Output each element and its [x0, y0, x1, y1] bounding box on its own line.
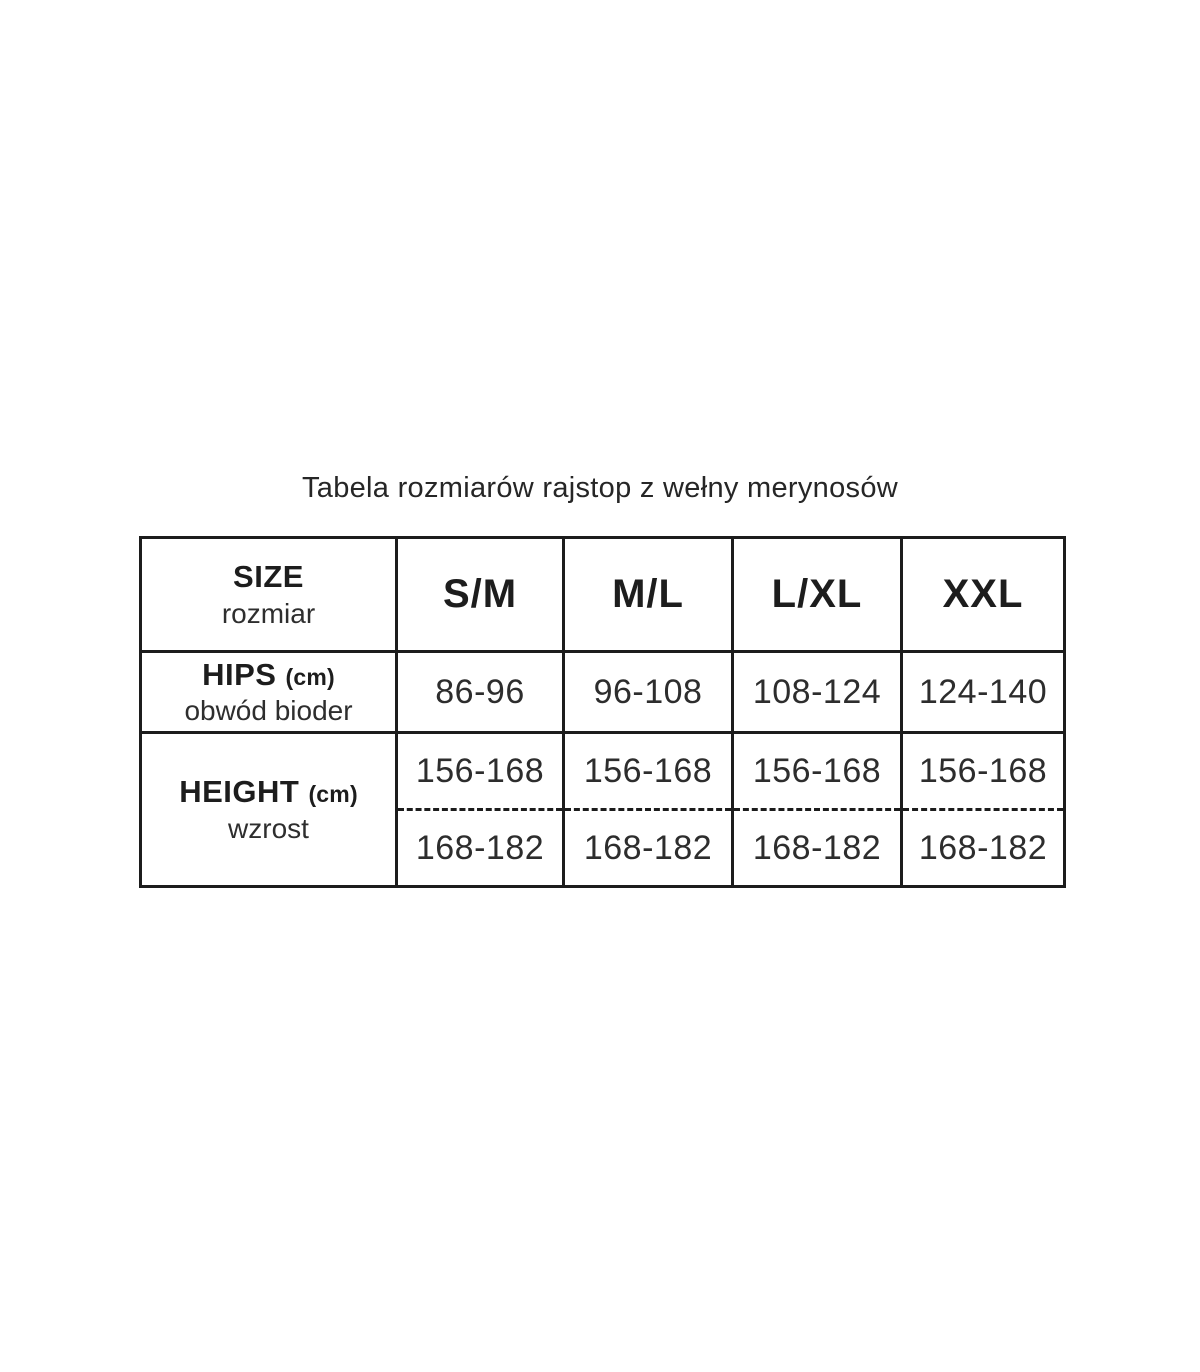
height-upper-lxl: 156-168 [731, 731, 903, 811]
height-upper-xxl: 156-168 [900, 731, 1066, 811]
height-lower-sm: 168-182 [395, 808, 565, 888]
height-label-text: HEIGHT [179, 774, 300, 810]
height-upper-sm: 156-168 [395, 731, 565, 811]
column-header-xxl: XXL [900, 536, 1066, 653]
hips-label-cell: HIPS (cm) obwód bioder [139, 650, 398, 734]
height-label-cell: HEIGHT (cm) wzrost [139, 731, 398, 888]
size-label-primary: SIZE [233, 559, 304, 595]
size-label-secondary: rozmiar [221, 597, 316, 629]
hips-unit-label: (cm) [285, 663, 335, 690]
size-label-cell: SIZE rozmiar [139, 536, 398, 653]
height-unit-label: (cm) [308, 781, 358, 808]
header-row: SIZE rozmiar S/M M/L L/XL XXL [139, 536, 1066, 653]
column-header-ml: M/L [562, 536, 734, 653]
hips-value-xxl: 124-140 [900, 650, 1066, 734]
hips-label-secondary: obwód bioder [184, 695, 353, 727]
height-row-lower: 168-182 168-182 168-182 168-182 [141, 808, 1066, 888]
height-row-upper: HEIGHT (cm) wzrost 156-168 156-168 156-1… [139, 731, 1066, 888]
size-table: SIZE rozmiar S/M M/L L/XL XXL HIPS (cm) … [139, 536, 1066, 888]
size-table-title: Tabela rozmiarów rajstop z wełny merynos… [301, 472, 899, 504]
height-lower-lxl: 168-182 [731, 808, 903, 888]
height-label-primary: HEIGHT (cm) [142, 774, 395, 810]
hips-label-text: HIPS [202, 656, 277, 692]
height-upper-ml: 156-168 [562, 731, 734, 811]
height-lower-xxl: 168-182 [900, 808, 1066, 888]
hips-value-ml: 96-108 [562, 650, 734, 734]
hips-row: HIPS (cm) obwód bioder 86-96 96-108 108-… [139, 650, 1066, 734]
hips-label-primary: HIPS (cm) [142, 657, 395, 693]
column-header-sm: S/M [395, 536, 565, 653]
hips-value-lxl: 108-124 [731, 650, 903, 734]
column-header-lxl: L/XL [731, 536, 903, 653]
hips-value-sm: 86-96 [395, 650, 565, 734]
height-label-secondary: wzrost [228, 812, 309, 844]
height-lower-ml: 168-182 [562, 808, 734, 888]
